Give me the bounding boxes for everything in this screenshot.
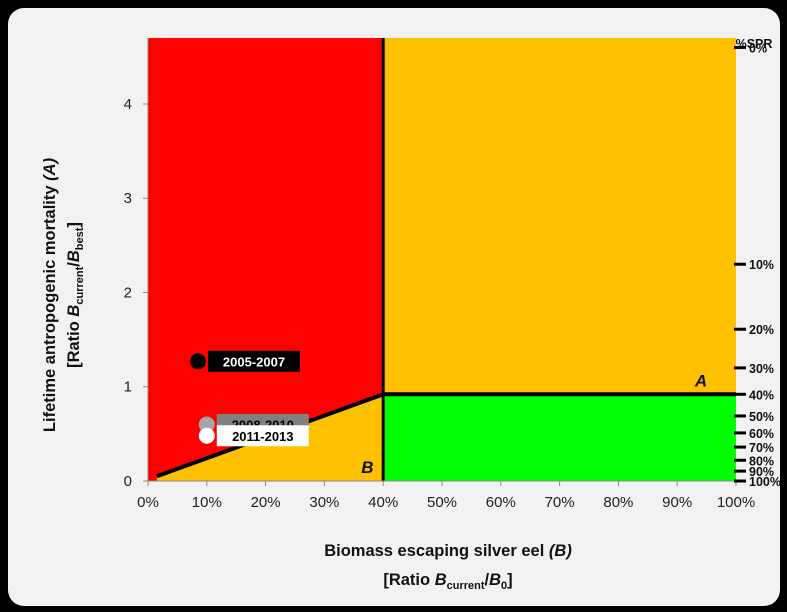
data-point-label-box bbox=[207, 350, 300, 372]
zone-red bbox=[148, 38, 384, 481]
y-axis-ratio-suffix: ] bbox=[65, 222, 83, 228]
x-axis-ratio-b: B bbox=[435, 571, 447, 589]
spr-tick-label: 70% bbox=[749, 441, 774, 455]
y-axis-ratio-prefix: [Ratio bbox=[65, 317, 83, 368]
zone-green bbox=[383, 394, 736, 481]
y-axis-ratio-sub-num: current bbox=[74, 266, 86, 304]
x-tick-label: 0% bbox=[137, 494, 159, 511]
data-point bbox=[198, 427, 215, 444]
x-tick-label: 50% bbox=[427, 494, 457, 511]
x-tick-label: 100% bbox=[717, 494, 755, 511]
x-tick-label: 60% bbox=[486, 494, 516, 511]
mortality-limit-line bbox=[156, 392, 736, 479]
y-axis-ratio-b2: B bbox=[65, 250, 83, 262]
stock-status-chart: AB 0% 10% 20% 30% 40% 50% 60% 70% 80% 90% 100%0123… bbox=[41, 37, 780, 592]
spr-tick-label: 20% bbox=[749, 323, 774, 337]
x-axis-title-main: Biomass escaping silver eel bbox=[324, 542, 544, 560]
x-axis-ratio-slash: / bbox=[485, 571, 490, 589]
spr-tick-label: 40% bbox=[749, 388, 774, 402]
x-axis-ratio-b2: B bbox=[489, 571, 501, 589]
svg-text:Biomass escaping silver eel: Biomass escaping silver eel (B) bbox=[324, 542, 572, 560]
x-tick-label: 20% bbox=[251, 494, 281, 511]
x-tick-label: 70% bbox=[545, 494, 575, 511]
y-axis-ratio-slash: / bbox=[65, 262, 83, 267]
x-axis-ratio-sub-den: 0 bbox=[501, 580, 507, 592]
data-point-label-box bbox=[216, 425, 309, 447]
x-axis-ratio-sub-num: current bbox=[447, 580, 485, 592]
y-tick-label: 1 bbox=[124, 379, 132, 396]
y-tick-label: 4 bbox=[124, 96, 132, 113]
y-axis-ratio-sub-den: best bbox=[74, 227, 86, 250]
spr-tick-label: 10% bbox=[749, 258, 774, 272]
y-tick-label: 2 bbox=[124, 284, 132, 301]
y-tick-label: 3 bbox=[124, 190, 132, 207]
x-axis-title: Biomass escaping silver eel (B) [Ratio B… bbox=[324, 542, 572, 592]
y-axis-title: Lifetime antropogenic mortality (A) [Rat… bbox=[41, 157, 86, 432]
x-tick-label: 30% bbox=[309, 494, 339, 511]
x-tick-label: 90% bbox=[662, 494, 692, 511]
y-axis-ratio-b: B bbox=[65, 305, 83, 317]
spr-tick-label: 50% bbox=[749, 410, 774, 424]
data-point bbox=[198, 416, 215, 433]
x-axis-ratio-prefix: [Ratio bbox=[383, 571, 434, 589]
x-tick-label: 10% bbox=[192, 494, 222, 511]
spr-tick-label: 60% bbox=[749, 427, 774, 441]
data-point bbox=[189, 353, 206, 370]
zone-label-b: B bbox=[361, 458, 373, 477]
spr-tick-label: 100% bbox=[749, 475, 780, 489]
spr-tick-label: 0% bbox=[749, 41, 767, 55]
x-axis-ratio-suffix: ] bbox=[507, 571, 513, 589]
zone-label-a: A bbox=[694, 371, 707, 390]
y-axis-title-italic: (A) bbox=[41, 157, 59, 180]
y-tick-label: 0 bbox=[124, 473, 132, 490]
spr-tick-label: 30% bbox=[749, 362, 774, 376]
spr-tick-label: 90% bbox=[749, 465, 774, 479]
svg-text:Lifetime antropogenic mortalit: Lifetime antropogenic mortality (A) bbox=[41, 157, 59, 432]
data-point-label: 2005-2007 bbox=[223, 354, 285, 369]
spr-tick-label: 80% bbox=[749, 454, 774, 468]
x-tick-label: 40% bbox=[368, 494, 398, 511]
data-point-label: 2011-2013 bbox=[232, 429, 293, 444]
svg-text:[Ratio Bcurrent/Bbest]: [Ratio Bcurrent/Bbest] bbox=[65, 222, 86, 368]
svg-text:[Ratio Bcurrent/B0]: [Ratio Bcurrent/B0] bbox=[383, 571, 512, 592]
x-axis-title-italic: (B) bbox=[549, 542, 572, 560]
y-axis-title-main: Lifetime antropogenic mortality bbox=[41, 185, 59, 432]
x-tick-label: 80% bbox=[603, 494, 633, 511]
